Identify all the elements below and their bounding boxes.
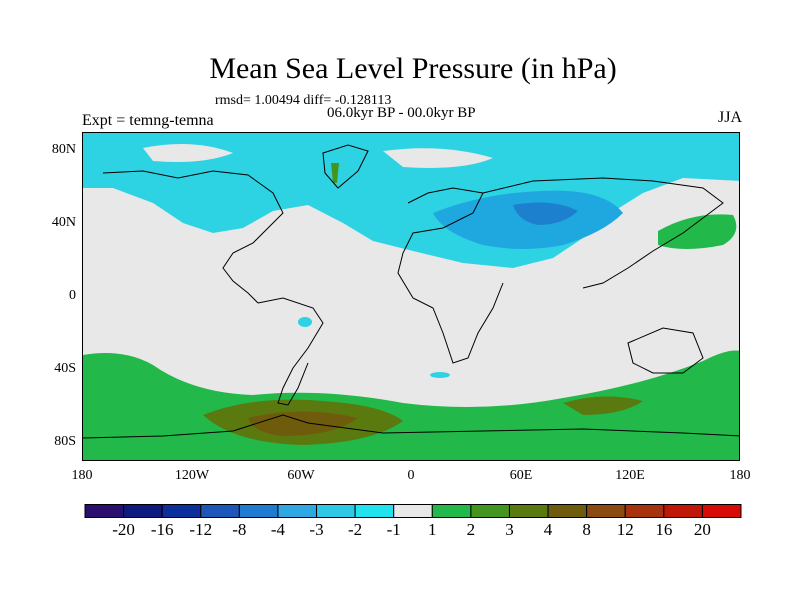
chart-title: Mean Sea Level Pressure (in hPa) xyxy=(209,52,617,85)
experiment-label: Expt = temng-temna xyxy=(82,112,214,129)
colorbar-tick-label: -8 xyxy=(232,520,247,539)
map-panel xyxy=(82,132,740,461)
antarctica-coast xyxy=(83,414,739,439)
colorbar-tick-label: 4 xyxy=(543,520,553,539)
colorbar-tick-label: 2 xyxy=(466,520,476,539)
colorbar-tick-label: 1 xyxy=(428,520,437,539)
x-tick-label: 180 xyxy=(71,468,93,483)
eurasia-deep-core xyxy=(513,202,578,225)
y-tick-label: 40S xyxy=(54,361,76,376)
y-tick-label: 0 xyxy=(69,288,76,303)
colorbar-swatch xyxy=(316,504,356,518)
colorbar-tick-label: 12 xyxy=(616,520,634,539)
greenland-coast xyxy=(322,144,369,189)
colorbar-swatch xyxy=(701,504,742,518)
colorbar-swatch xyxy=(354,504,395,518)
rmsd-diff-stats: rmsd= 1.00494 diff= -0.128113 xyxy=(215,93,392,108)
x-tick-label: 0 xyxy=(407,468,415,483)
south-america-coast xyxy=(257,297,324,406)
colorbar-swatch xyxy=(470,504,510,518)
colorbar-tick-label: -1 xyxy=(386,520,401,539)
colorbar-swatch xyxy=(393,504,433,518)
colorbar-tick-label: -20 xyxy=(112,520,135,539)
pressure-field-map xyxy=(83,133,739,460)
colorbar-swatch xyxy=(200,504,240,518)
colorbar-tick-label: 20 xyxy=(693,520,711,539)
colorbar-swatch xyxy=(277,504,318,518)
x-tick-label: 60W xyxy=(287,468,315,483)
south-america-negative xyxy=(298,317,312,327)
europe-africa-coast xyxy=(397,187,504,364)
colorbar-tick-label: 3 xyxy=(505,520,514,539)
time-period: 06.0kyr BP - 00.0kyr BP xyxy=(327,105,476,121)
north-america-coast xyxy=(102,170,284,304)
colorbar-swatch xyxy=(84,504,125,518)
colorbar xyxy=(84,504,742,523)
coastlines xyxy=(83,144,739,439)
colorbar-tick-label: 16 xyxy=(655,520,673,539)
x-tick-label: 120E xyxy=(615,468,645,483)
arctic-neutral-patch-2 xyxy=(383,148,493,168)
colorbar-swatch xyxy=(508,504,549,518)
y-tick-label: 80N xyxy=(51,142,76,157)
greenland-positive xyxy=(331,163,339,183)
y-tick-label: 80S xyxy=(54,434,76,449)
asia-coast xyxy=(482,177,724,289)
colorbar-tick-label: 8 xyxy=(582,520,591,539)
y-tick-label: 40N xyxy=(51,215,76,230)
colorbar-tick-label: -12 xyxy=(189,520,213,539)
australia-coast xyxy=(627,327,704,374)
colorbar-tick-label: -16 xyxy=(150,520,174,539)
arctic-neutral-patch xyxy=(143,144,233,162)
colorbar-swatch xyxy=(161,504,202,518)
colorbar-swatch xyxy=(238,504,279,518)
season-label: JJA xyxy=(717,109,742,126)
colorbar-swatch xyxy=(624,504,665,518)
colorbar-swatch xyxy=(663,504,703,518)
colorbar-swatch xyxy=(123,504,163,518)
south-atlantic-negative xyxy=(430,372,450,378)
x-tick-label: 60E xyxy=(509,468,533,483)
colorbar-swatch xyxy=(431,504,472,518)
x-tick-label: 180 xyxy=(729,468,751,483)
nw-pacific-positive xyxy=(658,214,737,249)
colorbar-swatch xyxy=(547,504,588,518)
colorbar-tick-label: -4 xyxy=(270,520,286,539)
colorbar-swatches xyxy=(84,504,742,518)
colorbar-tick-label: -3 xyxy=(309,520,324,539)
south-indian-positive xyxy=(563,396,643,415)
colorbar-tick-label: -2 xyxy=(348,520,363,539)
colorbar-swatch xyxy=(586,504,626,518)
x-tick-label: 120W xyxy=(174,468,210,483)
